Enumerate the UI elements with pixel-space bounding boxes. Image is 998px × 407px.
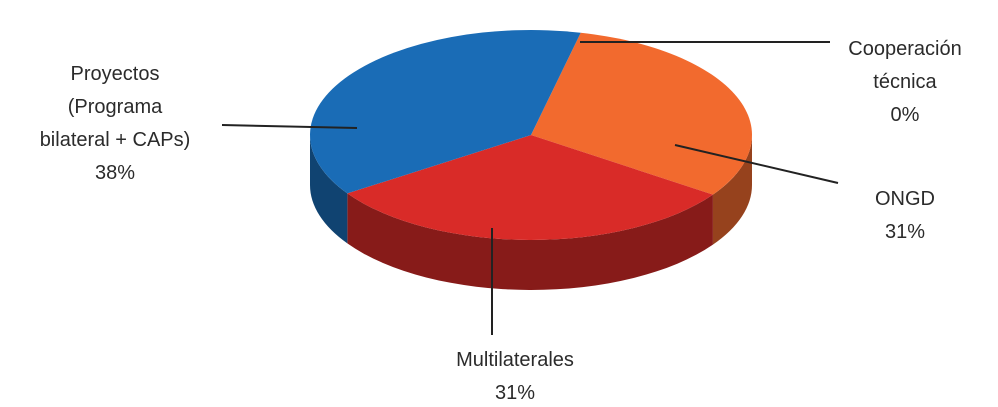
value-label: 31% — [494, 382, 536, 404]
leader-line — [674, 144, 839, 184]
pie-sides — [310, 135, 753, 291]
value-label: 31% — [884, 221, 926, 243]
value-label: 0% — [890, 104, 920, 126]
slice-label: Multilaterales 31% — [456, 344, 574, 407]
slice-label: ONGD 31% — [875, 183, 935, 249]
category-label: Cooperación técnica — [848, 38, 962, 93]
slice — [347, 135, 713, 241]
category-label: Multilaterales — [456, 349, 574, 371]
slice-side — [712, 135, 753, 245]
slice-side — [310, 135, 348, 244]
slice-side — [347, 193, 713, 291]
pie-tops — [310, 29, 753, 241]
slice — [310, 29, 581, 194]
category-label: ONGD — [875, 188, 935, 210]
category-label: Proyectos (Programa bilateral + CAPs) — [39, 63, 191, 151]
value-label: 38% — [94, 162, 136, 184]
slice — [531, 32, 753, 195]
slice-label: Cooperación técnica 0% — [848, 33, 961, 132]
leader-line — [221, 124, 358, 129]
slice-label: Proyectos (Programa bilateral + CAPs) 38… — [40, 58, 191, 190]
